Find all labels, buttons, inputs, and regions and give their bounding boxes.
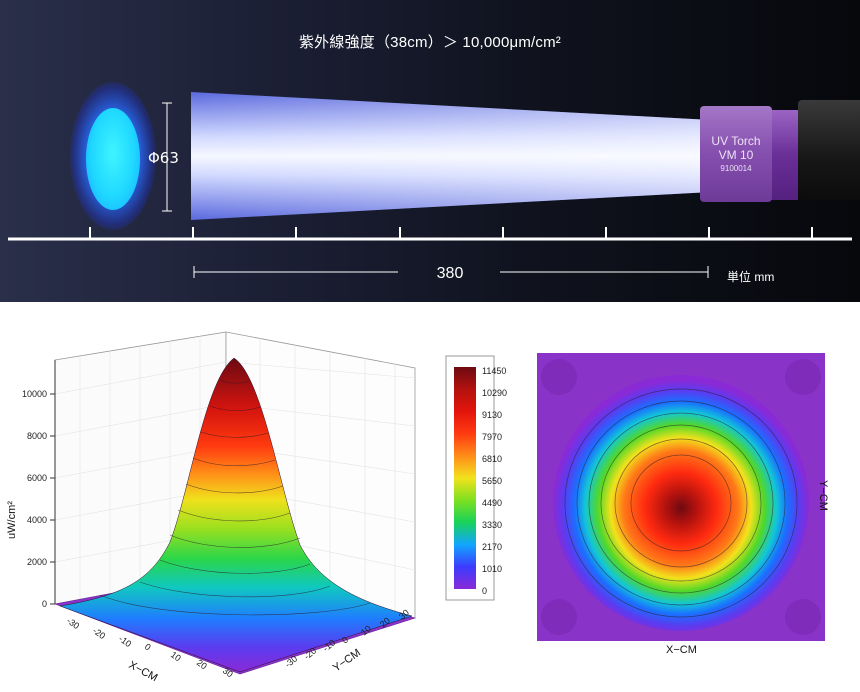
distance-scale: [8, 227, 852, 278]
heatmap-x-label: X−CM: [666, 644, 697, 656]
colorbar-label: 10290: [482, 388, 508, 398]
torch-model: VM 10: [718, 148, 754, 162]
spot-diameter-marker: [162, 102, 172, 212]
x-tick: 30: [221, 665, 235, 679]
heatmap-y-label: Y−CM: [817, 480, 829, 511]
x-tick: -30: [65, 615, 81, 631]
colorbar-label: 4490: [482, 498, 503, 508]
distance-label: 380: [436, 265, 464, 282]
z-axis-label: uW/cm²: [6, 501, 18, 539]
colorbar-label: 1010: [482, 564, 503, 574]
y-tick: 30: [397, 607, 411, 621]
x-axis-label: X−CM: [127, 659, 160, 684]
uv-beam: [191, 92, 711, 220]
z-tick: 2000: [27, 557, 47, 567]
colorbar-label: 5650: [482, 476, 503, 486]
uv-beam-banner: 紫外線強度（38cm）＞ 10,000μm/cm² Φ63 UV Torch: [0, 0, 860, 302]
x-tick: 10: [169, 649, 183, 663]
heatmap: [537, 353, 825, 641]
colorbar-label: 11450: [482, 366, 507, 376]
unit-label: 単位 mm: [727, 270, 775, 284]
z-tick: 10000: [22, 389, 47, 399]
torch-ring: [768, 110, 798, 200]
y-tick: 0: [340, 635, 350, 646]
colorbar: [445, 355, 495, 601]
x-tick: 20: [195, 657, 209, 671]
z-tick: 4000: [27, 515, 47, 525]
surface-plot: 0 2000 4000 6000 8000 10000 uW/cm² -30 -…: [6, 331, 417, 684]
spot-diameter-label: Φ63: [148, 149, 179, 167]
light-spot: [86, 108, 140, 210]
torch-tail: [798, 100, 860, 200]
x-tick: -20: [91, 625, 107, 641]
z-tick: 6000: [27, 473, 47, 483]
colorbar-label: 7970: [482, 432, 503, 442]
colorbar-label: 9130: [482, 410, 503, 420]
z-tick: 8000: [27, 431, 47, 441]
y-tick: 10: [359, 623, 373, 637]
y-axis-label: Y−CM: [331, 647, 363, 675]
uv-intensity-headline: 紫外線強度（38cm）＞ 10,000μm/cm²: [298, 34, 562, 51]
y-tick: 20: [378, 615, 392, 629]
x-tick: -10: [117, 633, 133, 649]
torch-name: UV Torch: [711, 134, 761, 148]
colorbar-label: 0: [482, 586, 488, 596]
colorbar-label: 3330: [482, 520, 503, 530]
x-tick: 0: [143, 641, 153, 652]
colorbar-label: 2170: [482, 542, 503, 552]
colorbar-label: 6810: [482, 454, 503, 464]
torch-head: [700, 106, 772, 202]
z-tick: 0: [42, 599, 47, 609]
torch-serial: 9100014: [720, 164, 752, 173]
